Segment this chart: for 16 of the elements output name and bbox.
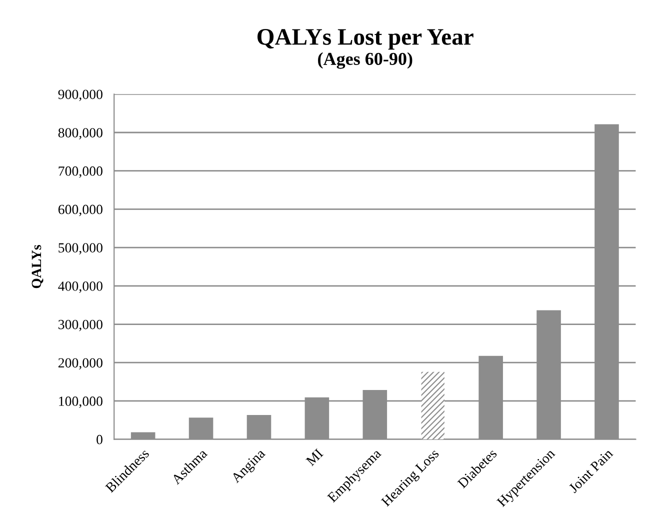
chart-title: QALYs Lost per Year [258,29,474,50]
bar [421,372,444,440]
x-tick-label: MI [306,448,324,466]
x-tick-label: Joint Pain [568,448,614,494]
y-tick-label: 400,000 [58,281,102,293]
y-tick-label: 300,000 [58,320,102,332]
chart-subtitle: (Ages 60-90) [318,52,412,69]
y-tick-label: 100,000 [59,396,102,408]
y-tick-label: 0 [96,434,102,444]
y-tick-label: 200,000 [58,358,102,370]
y-tick-label: 800,000 [58,128,102,140]
y-tick-label: 600,000 [58,204,102,216]
y-axis-title: QALYs [32,244,44,288]
y-tick-label: 500,000 [58,243,102,255]
y-tick-label: 700,000 [58,166,102,178]
y-tick-label: 900,000 [58,90,102,102]
